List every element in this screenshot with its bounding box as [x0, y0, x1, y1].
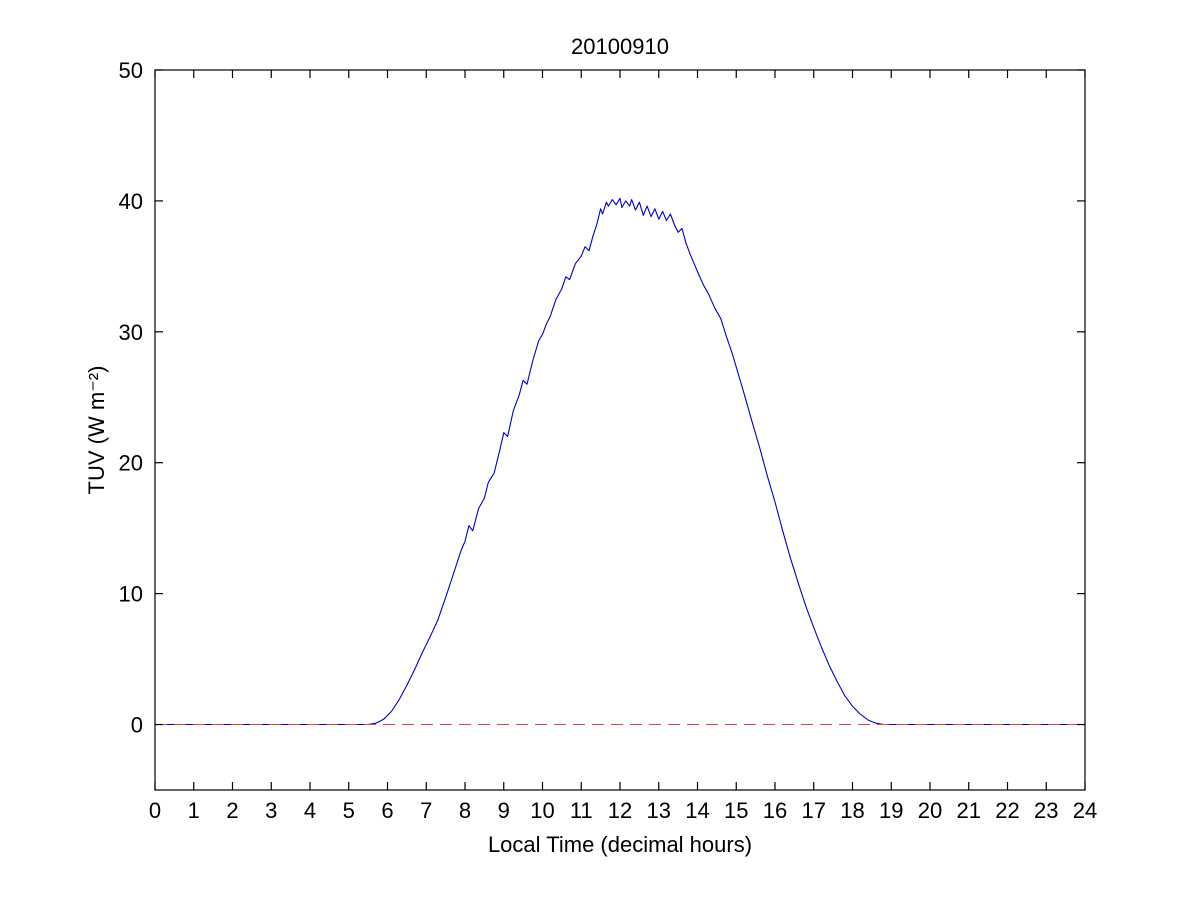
x-tick-label: 11 — [570, 798, 593, 823]
x-tick-label: 7 — [420, 798, 432, 823]
x-tick-label: 13 — [647, 798, 671, 823]
x-tick-label: 23 — [1034, 798, 1058, 823]
x-tick-label: 17 — [802, 798, 826, 823]
plot-area — [154, 69, 1086, 791]
x-tick-label: 19 — [879, 798, 903, 823]
x-tick-label: 20 — [918, 798, 942, 823]
x-tick-label: 12 — [608, 798, 632, 823]
x-tick-label: 9 — [498, 798, 510, 823]
x-tick-label: 14 — [685, 798, 709, 823]
x-tick-label: 18 — [840, 798, 864, 823]
x-tick-label: 22 — [995, 798, 1019, 823]
x-tick-label: 4 — [304, 798, 316, 823]
tuv-line — [155, 197, 1085, 726]
x-tick-label: 16 — [763, 798, 787, 823]
y-tick-label: 0 — [131, 713, 143, 738]
y-tick-label: 20 — [119, 451, 143, 476]
x-tick-label: 0 — [149, 798, 161, 823]
x-tick-label: 15 — [724, 798, 748, 823]
x-tick-label: 1 — [188, 798, 200, 823]
x-tick-label: 5 — [343, 798, 355, 823]
chart-title: 20100910 — [571, 34, 669, 59]
y-tick-label: 30 — [119, 320, 143, 345]
x-axis-label: Local Time (decimal hours) — [487, 832, 753, 857]
y-tick-label: 50 — [119, 58, 143, 83]
y-tick-label: 40 — [119, 189, 143, 214]
x-tick-label: 10 — [530, 798, 554, 823]
x-tick-label: 6 — [381, 798, 393, 823]
y-tick-label: 10 — [119, 582, 143, 607]
x-tick-label: 21 — [957, 798, 981, 823]
y-axis-label: TUV (W m⁻²) — [84, 365, 109, 495]
x-tick-label: 24 — [1073, 798, 1097, 823]
x-tick-label: 3 — [265, 798, 277, 823]
x-tick-label: 8 — [459, 798, 471, 823]
x-tick-label: 2 — [226, 798, 238, 823]
